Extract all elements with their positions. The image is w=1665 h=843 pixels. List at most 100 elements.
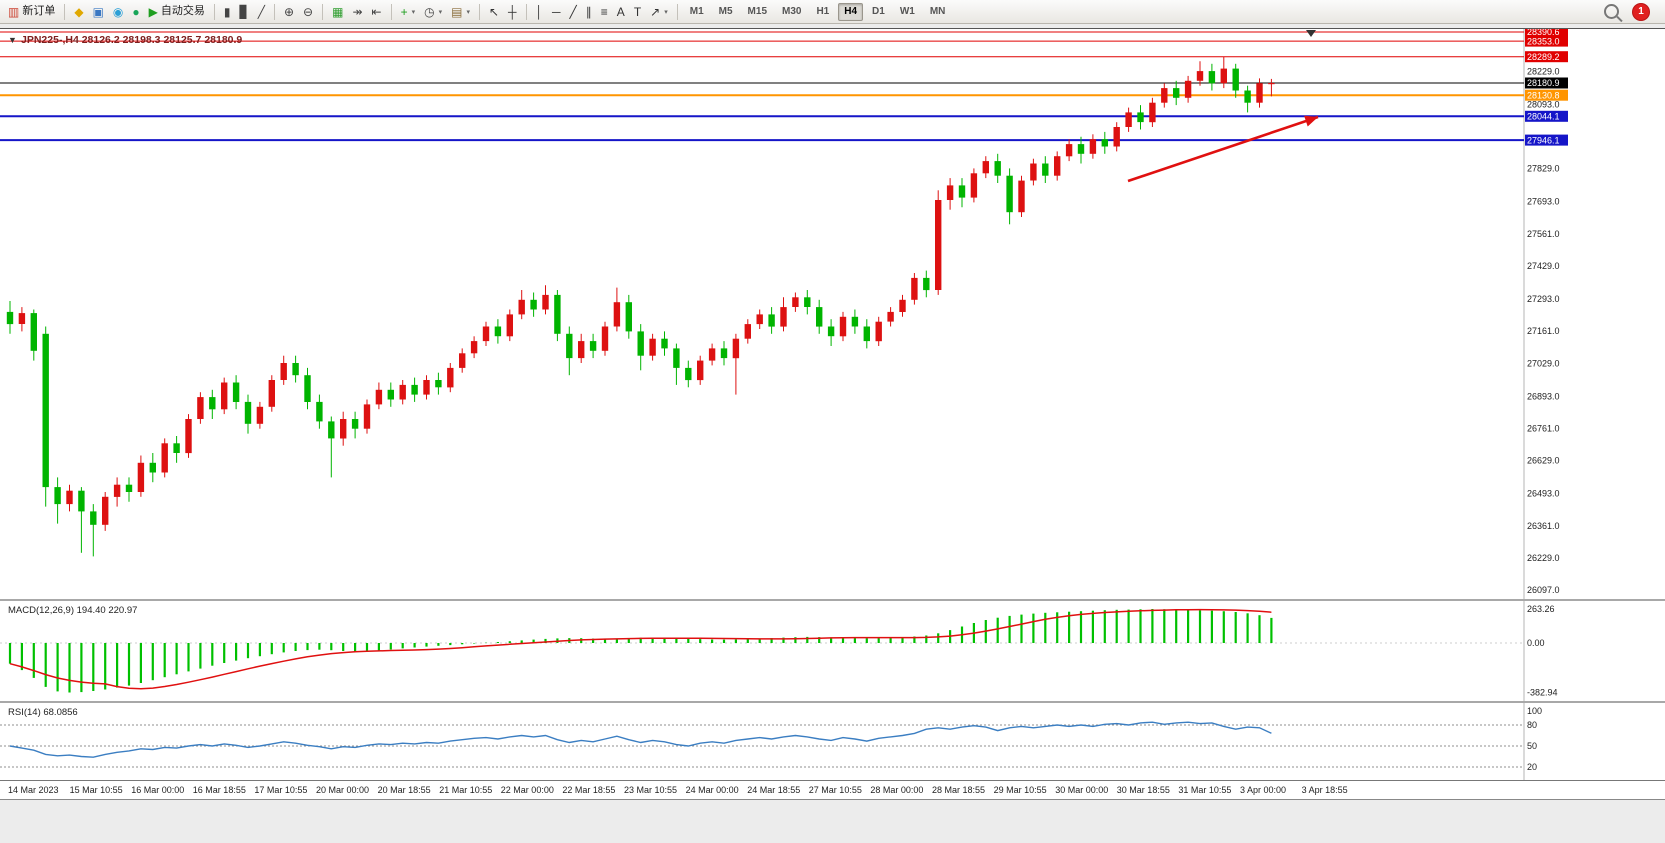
rsi-panel[interactable]: 100 80 50 20 RSI(14) 68.0856 xyxy=(0,703,1665,780)
candle-body xyxy=(649,338,656,356)
time-axis[interactable]: 14 Mar 2023 15 Mar 10:55 16 Mar 00:00 16 Ma… xyxy=(0,780,1665,799)
candlestick-chart-icon: ▊ xyxy=(239,4,249,19)
candle-body xyxy=(554,294,561,334)
price-tick-label: 27161.0 xyxy=(1527,326,1560,336)
candle-body xyxy=(673,348,680,368)
fibonacci-icon[interactable]: ≡ xyxy=(597,3,612,21)
vertical-line-icon[interactable]: │ xyxy=(532,3,548,21)
community-icon[interactable]: ● xyxy=(128,3,143,21)
rsi-axis-label: 50 xyxy=(1527,741,1537,751)
time-axis-label: 22 Mar 00:00 xyxy=(500,785,554,795)
zoom-out-icon: ⊖ xyxy=(303,4,314,19)
candle-body xyxy=(1054,156,1061,176)
rsi-label: RSI(14) 68.0856 xyxy=(8,707,78,718)
timeframe-M5[interactable]: M5 xyxy=(718,5,733,17)
panel-separator-rsi[interactable] xyxy=(0,701,1665,703)
panel-separator-macd[interactable] xyxy=(0,599,1665,601)
periods-icon[interactable]: ◷ ▾ xyxy=(420,3,446,21)
chart-window: ▼ JPN225-,H4 28126.2 28198.3 28125.7 2818… xyxy=(0,28,1665,800)
candle-body xyxy=(1173,88,1180,98)
text-label-icon[interactable]: T xyxy=(630,3,645,21)
price-tick-label: 27293.0 xyxy=(1527,294,1560,304)
indicators-icon[interactable]: + ▾ xyxy=(397,3,420,21)
timeframe-D1[interactable]: D1 xyxy=(872,5,885,17)
candle-body xyxy=(946,185,954,200)
zoom-in-icon[interactable]: ⊕ xyxy=(280,3,298,21)
rsi-line xyxy=(9,721,1272,758)
macd-label: MACD(12,26,9) 194.40 220.97 xyxy=(8,605,137,616)
dropdown-arrow-icon[interactable]: ▾ xyxy=(466,8,470,16)
community-icon: ● xyxy=(132,4,140,19)
market-icon[interactable]: ▣ xyxy=(89,3,108,21)
candle-body xyxy=(482,326,490,342)
metaeditor-icon: ◆ xyxy=(74,4,84,19)
text-icon[interactable]: A xyxy=(613,3,629,21)
timeframe-H1[interactable]: H1 xyxy=(816,5,830,17)
autoscroll-icon[interactable]: ↠ xyxy=(348,3,366,21)
candle-body xyxy=(899,299,906,312)
price-tick-label: 26761.0 xyxy=(1527,424,1560,434)
timeframe-M1[interactable]: M1 xyxy=(689,5,704,17)
timeframe-W1[interactable]: W1 xyxy=(899,5,915,17)
toolbar-separator xyxy=(676,3,678,20)
time-axis-label: 16 Mar 18:55 xyxy=(192,785,246,795)
chart-collapse-arrow-icon[interactable]: ▼ xyxy=(8,35,17,45)
crosshair-icon[interactable]: ┼ xyxy=(504,3,521,21)
chart-shift-marker[interactable] xyxy=(1306,30,1316,37)
tile-windows-icon[interactable]: ▦ xyxy=(328,3,347,21)
trendline-icon[interactable]: ╱ xyxy=(566,3,581,21)
candle-body xyxy=(1018,180,1025,213)
rsi-axis-label: 100 xyxy=(1527,706,1542,716)
price-line-label-bg xyxy=(1525,35,1568,47)
candle-body xyxy=(863,326,870,342)
candle-body xyxy=(613,302,621,327)
line-chart-icon[interactable]: ╱ xyxy=(254,3,269,21)
timeframe-M30[interactable]: M30 xyxy=(782,5,802,17)
arrows-icon[interactable]: ↗ ▾ xyxy=(646,3,672,21)
cursor-icon[interactable]: ↖ xyxy=(485,3,503,21)
price-tick-label: 26229.0 xyxy=(1527,553,1560,563)
bar-chart-icon[interactable]: ▮ xyxy=(220,3,235,21)
chart-shift-icon: ⇤ xyxy=(371,4,382,19)
candle-body xyxy=(768,314,775,327)
candle-body xyxy=(113,484,121,497)
autotrading-button[interactable]: ▶ 自动交易 xyxy=(145,3,209,21)
toolbar-items: ▥ 新订单 ◆ ▣ ◉ ● ▶ 自动交易 ▮ ▊ ╱ ⊕ ⊖ ▦ ↠ ⇤ + ▾ ◷ ▾ ▤ ▾ ↖ ┼ │ ─ ╱ ∥ ≡ A T ↗ ▾ M1… xyxy=(4,2,952,21)
candle-body xyxy=(1220,68,1227,84)
search-icon[interactable] xyxy=(1604,4,1619,19)
time-axis-label: 30 Mar 18:55 xyxy=(1116,785,1170,795)
chart-shift-icon[interactable]: ⇤ xyxy=(368,3,386,21)
notification-badge[interactable]: 1 xyxy=(1633,3,1649,20)
candle-body xyxy=(827,326,835,337)
toolbar-separator xyxy=(273,3,275,20)
line-chart-icon: ╱ xyxy=(257,4,265,19)
dropdown-arrow-icon[interactable]: ▾ xyxy=(411,8,416,16)
candle-body xyxy=(161,443,168,473)
candle-body xyxy=(958,185,966,198)
timeframe-H4[interactable]: H4 xyxy=(838,2,864,21)
candle-body xyxy=(1077,144,1085,154)
new-order-button[interactable]: ▥ 新订单 xyxy=(4,3,59,21)
timeframe-M15[interactable]: M15 xyxy=(747,5,767,17)
signals-icon[interactable]: ◉ xyxy=(109,3,127,21)
metaeditor-icon[interactable]: ◆ xyxy=(70,3,87,21)
candle-body xyxy=(244,401,252,424)
text-label-icon: T xyxy=(633,4,642,19)
zoom-out-icon[interactable]: ⊖ xyxy=(299,3,317,21)
candle-body xyxy=(792,297,799,307)
candlestick-chart-icon[interactable]: ▊ xyxy=(236,3,253,21)
dropdown-arrow-icon[interactable]: ▾ xyxy=(438,8,443,16)
candle-body xyxy=(804,297,811,307)
dropdown-arrow-icon[interactable]: ▾ xyxy=(664,8,668,16)
macd-panel[interactable]: MACD(12,26,9) 194.40 220.97 263.26 0.00 -38… xyxy=(0,601,1665,701)
channel-icon[interactable]: ∥ xyxy=(582,3,596,21)
templates-icon[interactable]: ▤ ▾ xyxy=(447,3,474,21)
trend-arrow-annotation[interactable] xyxy=(1127,115,1319,183)
horizontal-line-icon[interactable]: ─ xyxy=(548,3,565,21)
timeframe-MN[interactable]: MN xyxy=(929,5,946,17)
main-chart-panel[interactable]: ▼ JPN225-,H4 28126.2 28198.3 28125.7 2818… xyxy=(0,29,1665,599)
candle-body xyxy=(447,367,454,388)
candle-body xyxy=(375,389,383,405)
price-tick-label: 27693.0 xyxy=(1527,197,1560,207)
candle-body xyxy=(256,406,264,424)
